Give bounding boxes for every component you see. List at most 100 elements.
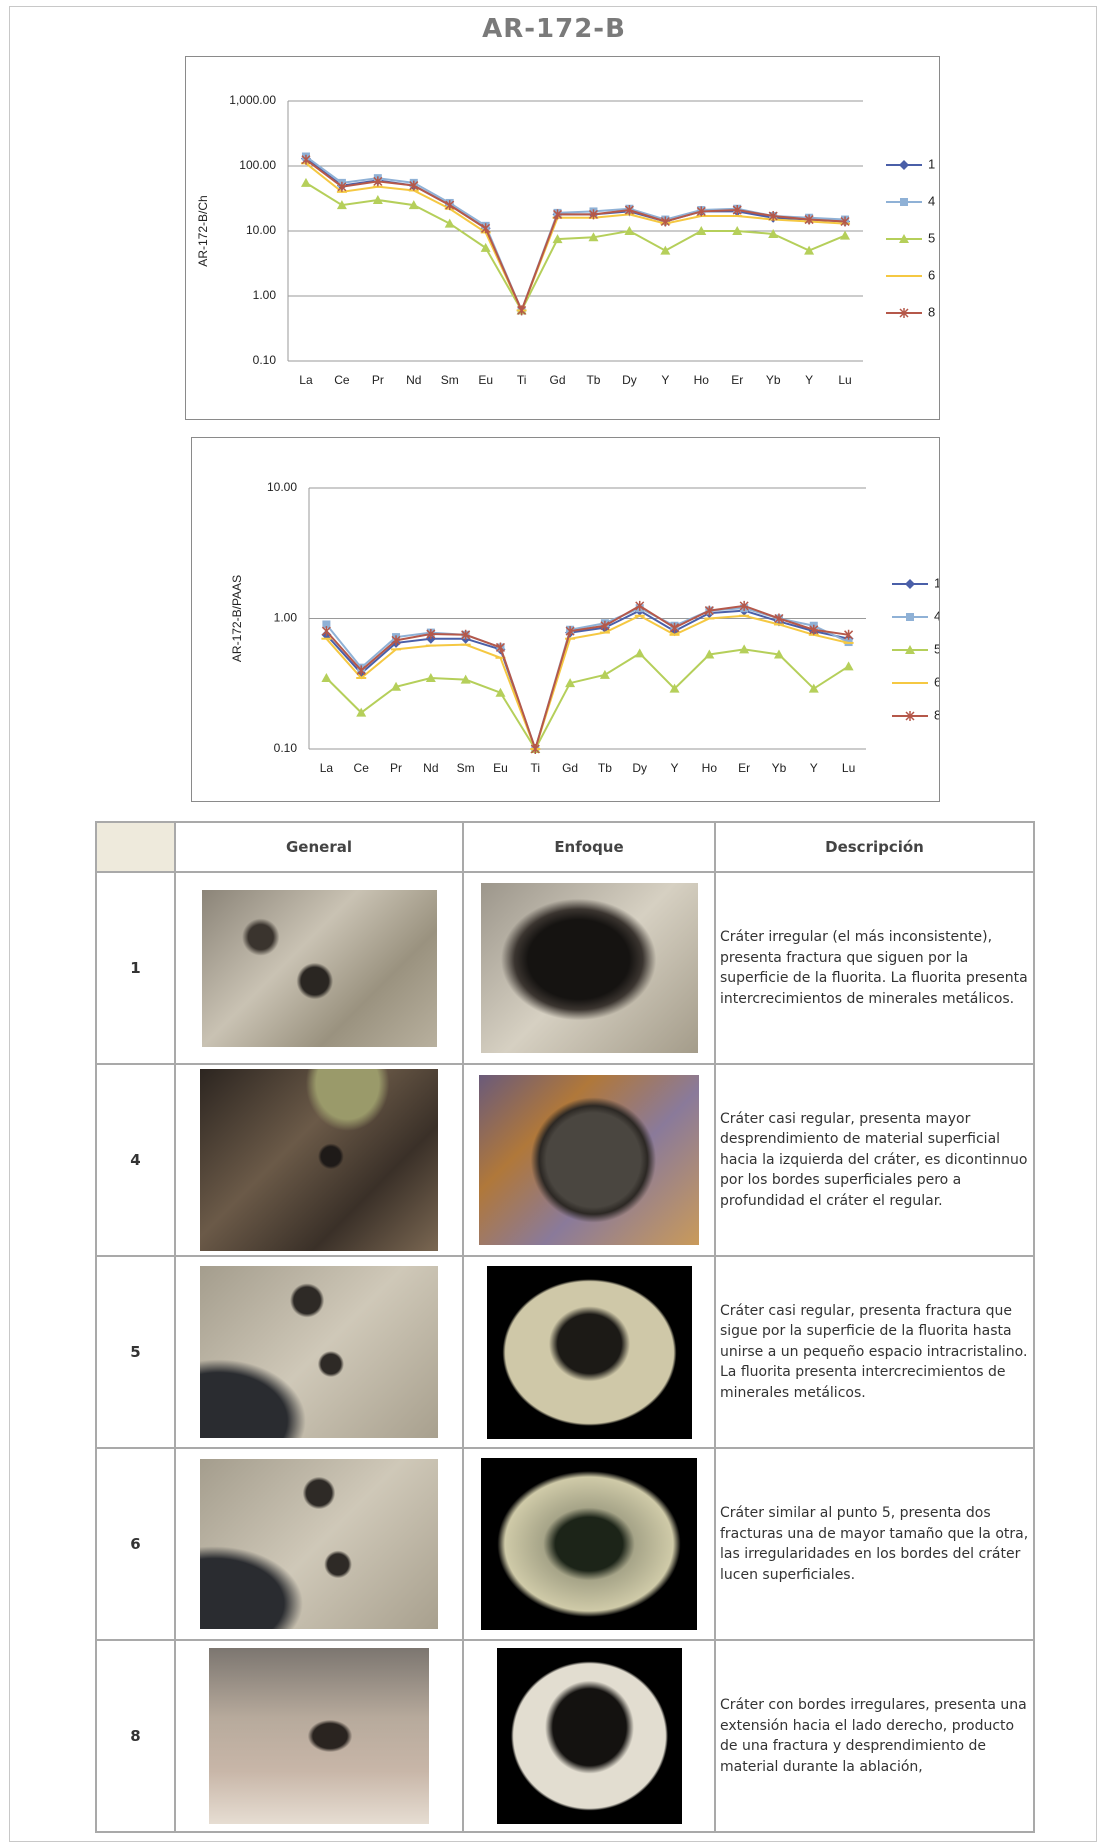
marker: [373, 176, 383, 187]
marker: [732, 226, 743, 235]
legend-label: 5: [934, 641, 940, 656]
marker: [635, 600, 645, 611]
marker: [773, 649, 784, 659]
x-tick-label: La: [320, 761, 334, 775]
general-photo: [201, 889, 437, 1047]
image-cell: [462, 1639, 716, 1833]
image-cell: [174, 1447, 464, 1641]
marker: [804, 245, 815, 255]
x-tick-label: Ti: [531, 761, 541, 775]
chart: AR-172-B/PAAS 0.10 1.00 10.00 La Ce Pr Nd Sm Eu Ti…: [191, 437, 940, 802]
series-line: [325, 604, 849, 753]
x-tick-label: Ho: [694, 373, 710, 387]
row-id: 5: [95, 1255, 176, 1449]
series-line: [325, 648, 850, 752]
row-id: 8: [95, 1639, 176, 1833]
results-table: General Enfoque Descripción 1 Cráter irre…: [95, 821, 1035, 1833]
series-line: [325, 607, 850, 753]
image-cell: [462, 1255, 716, 1449]
marker: [739, 600, 749, 611]
y-tick-label: 1,000.00: [229, 93, 276, 107]
marker: [843, 661, 854, 671]
general-photo: [200, 1459, 438, 1629]
marker: [565, 678, 576, 688]
series-line: [305, 162, 846, 313]
y-axis-label: AR-172-B/PAAS: [230, 575, 244, 662]
marker: [670, 622, 680, 633]
marker: [409, 180, 419, 191]
page-frame: [9, 6, 1097, 1842]
image-cell: [174, 1639, 464, 1833]
y-tick-label: 0.10: [253, 353, 277, 367]
x-tick-label: Y: [661, 373, 669, 387]
x-tick-label: Dy: [622, 373, 637, 387]
legend-label: 5: [928, 230, 935, 245]
series-line: [305, 157, 846, 314]
column-header: Enfoque: [462, 821, 716, 873]
marker: [444, 218, 455, 228]
table-row: 6 Cráter similar al punto 5, presenta dos…: [95, 1447, 1035, 1641]
general-photo: [200, 1069, 438, 1251]
table-row: 4 Cráter casi regular, presenta mayor des…: [95, 1063, 1035, 1257]
marker: [669, 683, 680, 693]
y-tick-label: 1.00: [274, 611, 298, 625]
x-tick-label: Yb: [772, 761, 787, 775]
marker: [391, 681, 402, 691]
marker: [704, 649, 715, 659]
marker: [624, 226, 635, 235]
marker: [495, 687, 506, 697]
legend-label: 8: [934, 707, 940, 722]
x-tick-label: Er: [731, 373, 743, 387]
table-row: 1 Cráter irregular (el más inconsistente)…: [95, 871, 1035, 1065]
marker: [356, 665, 366, 676]
header-row: General Enfoque Descripción: [95, 821, 1035, 873]
row-id: 1: [95, 871, 176, 1065]
general-photo: [200, 1266, 438, 1438]
legend-label: 6: [928, 267, 935, 282]
legend-marker: [905, 711, 915, 721]
marker: [337, 181, 347, 192]
marker: [804, 214, 814, 225]
marker: [321, 672, 332, 682]
x-tick-label: Pr: [372, 373, 384, 387]
y-axis-label: AR-172-B/Ch: [196, 195, 210, 266]
marker: [660, 245, 671, 255]
legend-marker: [900, 198, 908, 206]
legend-label: 1: [928, 156, 935, 171]
y-tick-label: 10.00: [246, 223, 276, 237]
x-tick-label: Ce: [334, 373, 350, 387]
legend-marker: [899, 160, 909, 170]
corner-cell: [95, 821, 176, 873]
marker: [426, 629, 436, 640]
series-line: [305, 182, 846, 313]
general-photo: [209, 1648, 429, 1824]
y-tick-label: 0.10: [274, 741, 298, 755]
marker: [322, 620, 331, 629]
marker: [600, 620, 610, 631]
legend-label: 8: [928, 304, 935, 319]
marker: [588, 232, 599, 242]
marker: [696, 226, 707, 235]
legend-marker: [905, 645, 915, 654]
marker: [300, 177, 311, 187]
description: Cráter irregular (el más inconsistente),…: [714, 871, 1035, 1065]
x-tick-label: Lu: [838, 373, 851, 387]
marker: [480, 242, 491, 252]
description: Cráter casi regular, presenta mayor desp…: [714, 1063, 1035, 1257]
x-tick-label: Pr: [390, 761, 402, 775]
x-tick-label: Y: [671, 761, 679, 775]
x-tick-label: Gd: [550, 373, 566, 387]
row-id: 6: [95, 1447, 176, 1641]
marker: [517, 305, 527, 316]
legend-marker: [905, 579, 915, 589]
marker: [460, 674, 471, 684]
marker: [461, 629, 471, 640]
x-tick-label: Gd: [562, 761, 578, 775]
marker: [739, 644, 750, 654]
series-line: [325, 609, 849, 753]
focus-photo: [481, 1458, 697, 1630]
marker: [844, 629, 854, 640]
marker: [774, 613, 784, 624]
y-tick-label: 10.00: [267, 480, 297, 494]
